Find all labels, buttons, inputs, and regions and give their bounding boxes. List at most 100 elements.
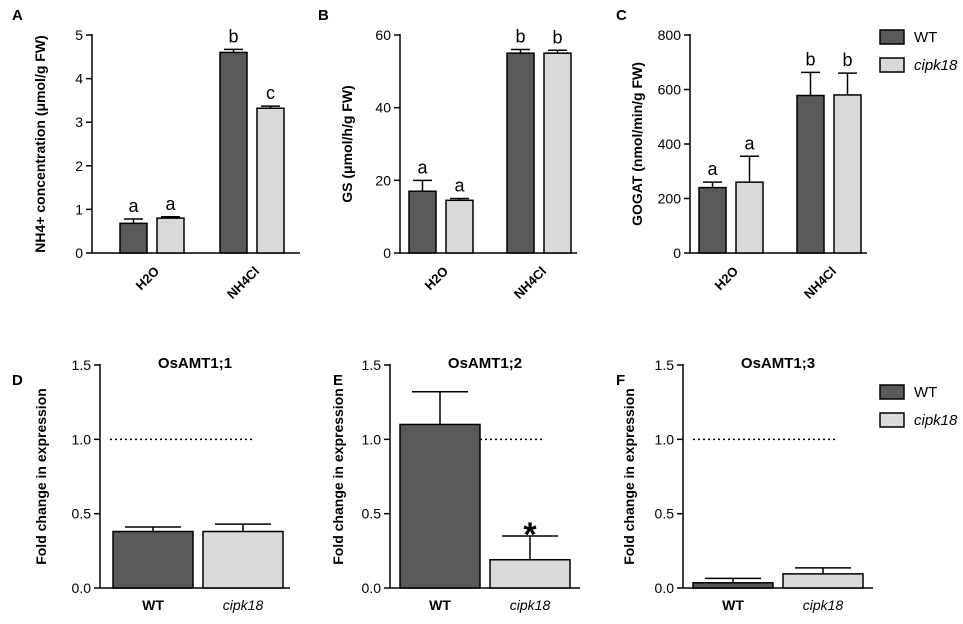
y-tick-label: 200 (658, 191, 682, 207)
legend-swatch (879, 57, 905, 73)
x-tick-label: NH4Cl (511, 264, 549, 302)
y-tick-label: 0 (75, 245, 83, 261)
y-tick-label: 0 (383, 245, 391, 261)
y-tick-label: 0.0 (72, 580, 92, 596)
significance-label: b (805, 49, 815, 69)
legend-swatch (879, 412, 905, 428)
bar (782, 573, 864, 589)
bar (445, 199, 474, 254)
legend-label: WT (914, 29, 937, 46)
bar (119, 222, 148, 254)
x-tick-label: NH4Cl (801, 264, 839, 302)
bar (202, 530, 284, 589)
bar (399, 423, 481, 589)
annotation: * (523, 516, 537, 554)
y-tick-label: 600 (658, 82, 682, 98)
y-axis-label: NH4+ concentration (μmol/g FW) (32, 35, 48, 252)
y-axis-label: GOGAT (nmol/min/g FW) (629, 62, 645, 226)
x-tick-label: H2O (712, 264, 742, 294)
y-tick-label: 40 (375, 100, 391, 116)
y-tick-label: 1.5 (655, 357, 675, 373)
y-tick-label: 1.0 (655, 431, 675, 447)
legend-label: cipk18 (914, 57, 958, 74)
bar (408, 190, 437, 254)
significance-label: a (454, 176, 465, 196)
y-tick-label: 4 (75, 71, 83, 87)
legend-label: cipk18 (914, 412, 958, 429)
panel-letter: D (12, 372, 23, 389)
bar (156, 217, 185, 254)
panel-title: OsAMT1;3 (741, 355, 815, 372)
panel-letter: A (12, 7, 23, 24)
significance-label: b (228, 26, 238, 46)
x-tick-label: WT (429, 597, 451, 613)
panel: D OsAMT1;1 Fold change in expression 0.0 0.5… (12, 355, 290, 613)
bar (112, 530, 194, 589)
y-tick-label: 400 (658, 136, 682, 152)
panel: B GS (μmol/h/g FW) 0 20 40 60 a a H2O b b NH4Cl (318, 7, 577, 302)
significance-label: a (128, 196, 139, 216)
panel-letter: F (616, 372, 625, 389)
y-tick-label: 20 (375, 172, 391, 188)
y-tick-label: 0.5 (72, 506, 92, 522)
panel-title: OsAMT1;1 (158, 355, 232, 372)
significance-label: b (515, 27, 525, 47)
panel: A NH4+ concentration (μmol/g FW) 0 1 2 3 4 5 a a H… (12, 7, 300, 302)
y-tick-label: 0.5 (655, 506, 675, 522)
x-tick-label: H2O (422, 264, 452, 294)
y-axis-label: Fold change in expression (621, 388, 637, 565)
x-tick-label: H2O (133, 264, 163, 294)
significance-label: c (266, 83, 275, 103)
y-tick-label: 0.0 (655, 580, 675, 596)
y-axis-label: Fold change in expression (330, 388, 346, 565)
panel: F OsAMT1;3 Fold change in expression 0.0 0.5… (616, 355, 958, 613)
y-tick-label: 2 (75, 158, 83, 174)
y-tick-label: 1.0 (72, 431, 92, 447)
y-tick-label: 800 (658, 27, 682, 43)
y-tick-label: 1 (75, 201, 83, 217)
legend-label: WT (914, 384, 937, 401)
panel-title: OsAMT1;2 (448, 355, 522, 372)
bar (256, 107, 285, 254)
x-tick-label: NH4Cl (224, 264, 262, 302)
y-tick-label: 60 (375, 27, 391, 43)
panel: E OsAMT1;2 Fold change in expression 0.0 0.5… (330, 355, 580, 613)
y-tick-label: 0 (673, 245, 681, 261)
panel-letter: B (318, 7, 329, 24)
bar (219, 51, 248, 254)
y-axis-label: Fold change in expression (33, 388, 49, 565)
significance-label: a (744, 133, 755, 153)
x-tick-label: WT (142, 597, 164, 613)
bar (735, 181, 764, 254)
y-axis-label: GS (μmol/h/g FW) (339, 85, 355, 202)
x-tick-label: cipk18 (803, 597, 844, 613)
legend-swatch (879, 384, 905, 400)
significance-label: b (842, 50, 852, 70)
y-tick-label: 3 (75, 114, 83, 130)
y-tick-label: 1.5 (362, 357, 382, 373)
bar (692, 582, 774, 589)
x-tick-label: WT (722, 597, 744, 613)
panel: C GOGAT (nmol/min/g FW) 0 200 400 600 800 a a H2O… (616, 7, 958, 302)
bar (506, 52, 535, 254)
significance-label: a (165, 194, 176, 214)
bar (489, 559, 571, 589)
y-tick-label: 1.5 (72, 357, 92, 373)
bar (543, 52, 572, 254)
bar (796, 94, 825, 254)
significance-label: b (552, 27, 562, 47)
x-tick-label: cipk18 (223, 597, 264, 613)
panel-letter: C (616, 7, 627, 24)
y-tick-label: 5 (75, 27, 83, 43)
bar (833, 94, 862, 254)
y-tick-label: 0.0 (362, 580, 382, 596)
y-tick-label: 1.0 (362, 431, 382, 447)
y-tick-label: 0.5 (362, 506, 382, 522)
x-tick-label: cipk18 (510, 597, 551, 613)
legend-swatch (879, 29, 905, 45)
significance-label: a (417, 157, 428, 177)
panel-letter: E (333, 372, 343, 389)
bar (698, 186, 727, 254)
significance-label: a (707, 159, 718, 179)
